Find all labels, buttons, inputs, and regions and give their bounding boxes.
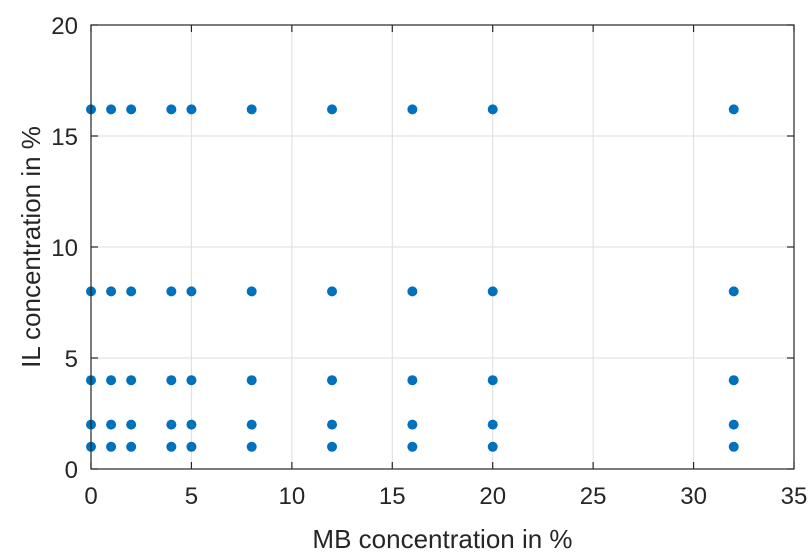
data-point [166,419,177,430]
x-tick-label: 30 [680,483,707,510]
data-point [728,286,739,297]
x-tick-label: 25 [580,483,607,510]
data-point [327,441,338,452]
data-point [487,441,498,452]
y-tick-label: 5 [65,346,78,373]
y-axis-ticks: 0 5 10 15 20 [51,13,794,484]
data-point [728,375,739,386]
data-point [106,104,117,115]
x-tick-label: 35 [781,483,808,510]
y-tick-label: 15 [51,124,78,151]
x-tick-label: 15 [379,483,406,510]
data-point [487,104,498,115]
data-point [407,104,418,115]
data-point [186,441,197,452]
data-point [166,441,177,452]
data-point [407,286,418,297]
data-point [246,104,257,115]
data-point [487,286,498,297]
data-point [487,419,498,430]
data-point [106,375,117,386]
data-point [106,441,117,452]
data-point [327,375,338,386]
data-point [327,419,338,430]
data-point [126,419,137,430]
data-point [327,104,338,115]
data-point [487,375,498,386]
data-point [407,441,418,452]
y-tick-label: 10 [51,235,78,262]
data-point [166,104,177,115]
x-axis-ticks: 0 5 10 15 20 25 30 35 [84,25,807,510]
data-point [106,286,117,297]
data-point [246,375,257,386]
data-point [126,104,137,115]
x-tick-label: 10 [279,483,306,510]
data-point [246,441,257,452]
data-point [166,375,177,386]
data-point [246,286,257,297]
x-axis-label: MB concentration in % [312,524,572,554]
y-axis-label: IL concentration in % [16,126,46,368]
data-points [86,104,739,452]
data-point [728,441,739,452]
x-tick-label: 0 [84,483,97,510]
grid-lines [91,25,794,469]
data-point [126,441,137,452]
data-point [407,375,418,386]
data-point [728,419,739,430]
data-point [126,286,137,297]
data-point [186,419,197,430]
data-point [327,286,338,297]
data-point [186,375,197,386]
x-tick-label: 5 [185,483,198,510]
y-tick-label: 0 [65,457,78,484]
data-point [186,104,197,115]
y-tick-label: 20 [51,13,78,40]
data-point [728,104,739,115]
data-point [186,286,197,297]
x-tick-label: 20 [479,483,506,510]
data-point [126,375,137,386]
data-point [407,419,418,430]
data-point [166,286,177,297]
data-point [246,419,257,430]
data-point [106,419,117,430]
